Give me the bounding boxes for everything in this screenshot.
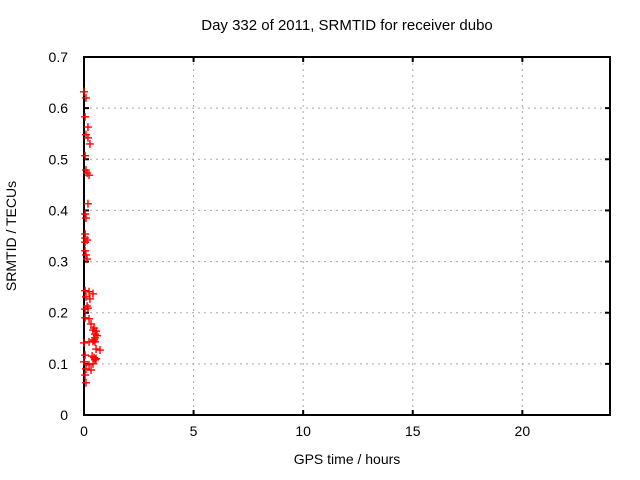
data-point-marker — [85, 314, 94, 323]
tick-labels: 0 5 10 15 20 0 0.1 0.2 0.3 0.4 0.5 0.6 0.7 — [49, 49, 531, 439]
data-point-marker — [81, 371, 90, 380]
data-point-marker — [83, 199, 92, 208]
y-tick-label: 0.1 — [49, 356, 69, 372]
data-point-marker — [90, 355, 99, 364]
data-point-marker — [81, 313, 90, 322]
data-point-marker — [85, 294, 94, 303]
gridlines — [84, 57, 610, 415]
y-tick-label: 0.6 — [49, 100, 69, 116]
x-tick-label: 20 — [515, 423, 531, 439]
data-point-marker — [81, 210, 90, 219]
data-point-marker — [81, 151, 90, 160]
data-point-marker — [88, 289, 97, 298]
data-point-marker — [92, 354, 101, 363]
x-axis-label: GPS time / hours — [294, 451, 401, 467]
y-tick-label: 0.3 — [49, 254, 69, 270]
data-point-marker — [81, 246, 90, 255]
data-point-marker — [92, 345, 101, 354]
y-tick-label: 0 — [60, 407, 68, 423]
data-point-marker — [80, 338, 88, 347]
plot-border — [83, 56, 611, 416]
x-tick-label: 5 — [190, 423, 198, 439]
data-point-marker — [90, 353, 99, 362]
x-tick-label: 15 — [405, 423, 421, 439]
chart-title: Day 332 of 2011, SRMTID for receiver dub… — [201, 17, 493, 34]
x-tick-label: 0 — [80, 423, 88, 439]
data-point-marker — [81, 93, 90, 102]
data-point-marker — [81, 305, 90, 314]
data-point-marker — [81, 250, 90, 259]
data-point-marker — [81, 214, 90, 223]
y-tick-label: 0.4 — [49, 202, 69, 218]
data-point-marker — [80, 357, 88, 366]
data-point-marker — [88, 359, 97, 368]
data-point-marker — [81, 351, 90, 360]
data-point-marker — [87, 319, 96, 328]
data-point-marker — [83, 133, 92, 142]
data-point-marker — [81, 364, 90, 373]
data-point-marker — [95, 346, 104, 355]
y-tick-label: 0.7 — [49, 49, 69, 65]
data-point-marker — [85, 171, 94, 180]
data-point-marker — [85, 139, 94, 148]
x-tick-label: 10 — [295, 423, 311, 439]
data-point-marker — [90, 337, 99, 346]
y-tick-label: 0.2 — [49, 305, 69, 321]
data-point-marker — [81, 112, 90, 121]
data-point-marker — [81, 378, 90, 387]
data-point-marker — [81, 238, 90, 247]
data-point-marker — [83, 123, 92, 132]
y-tick-label: 0.5 — [49, 151, 69, 167]
axis-ticks — [83, 56, 610, 416]
data-point-marker — [87, 365, 96, 374]
data-point-marker — [83, 255, 92, 264]
y-axis-label: SRMTID / TECUs — [3, 181, 19, 291]
data-point-marker — [81, 286, 90, 295]
data-point-marker — [80, 87, 88, 96]
data-point-marker — [85, 360, 94, 369]
data-points — [80, 87, 104, 387]
